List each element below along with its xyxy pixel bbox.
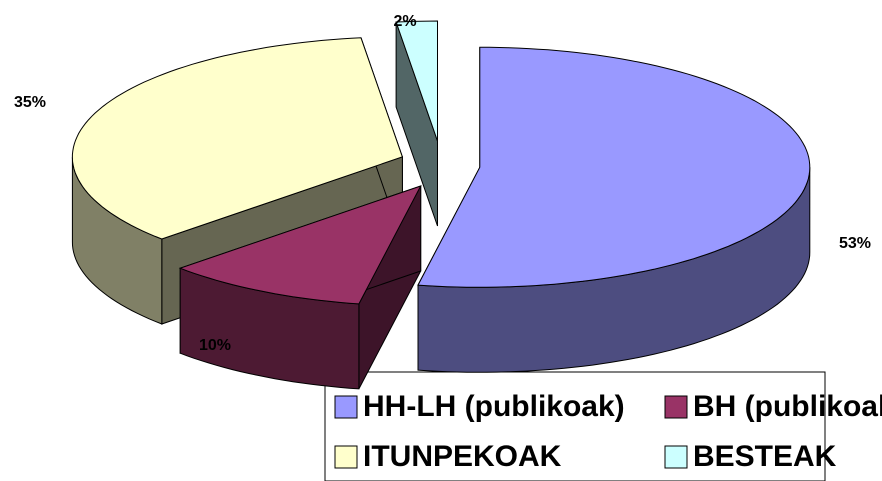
data-label: 35% xyxy=(14,94,46,111)
data-label: 10% xyxy=(199,337,231,354)
slice xyxy=(178,185,422,390)
data-label: 53% xyxy=(839,235,871,252)
slice xyxy=(395,20,438,142)
slice xyxy=(71,37,404,240)
slice xyxy=(178,185,422,305)
slice xyxy=(417,46,811,288)
legend-label: HH-LH (publikoak) xyxy=(363,390,625,423)
legend-swatch xyxy=(664,445,688,469)
legend-swatch xyxy=(334,395,358,419)
slice xyxy=(395,20,438,227)
data-label: 2% xyxy=(393,13,416,30)
legend-box xyxy=(324,371,826,481)
legend-label: BESTEAK xyxy=(693,440,837,473)
slice xyxy=(417,46,811,373)
legend-swatch xyxy=(334,445,358,469)
legend-label: ITUNPEKOAK xyxy=(363,440,562,473)
legend-swatch xyxy=(664,395,688,419)
legend-label: BH (publikoak) xyxy=(693,390,882,423)
